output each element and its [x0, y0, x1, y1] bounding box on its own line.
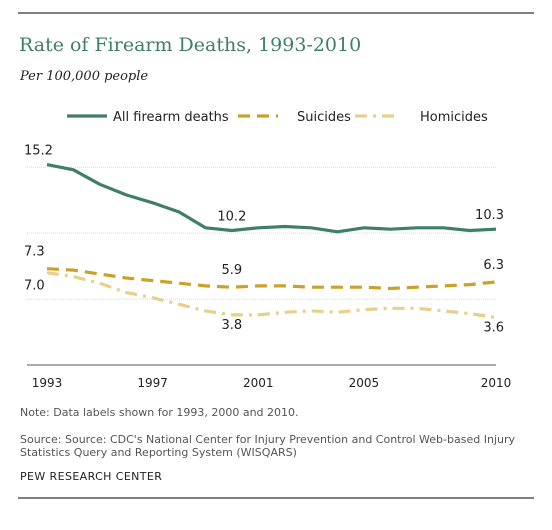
chart-credit: PEW RESEARCH CENTER [20, 470, 163, 483]
line-chart: All firearm deaths Suicides Homicides 15.2… [24, 110, 512, 390]
x-tick-label: 2005 [349, 376, 380, 390]
chart-data-labels: 15.2 10.2 10.3 7.3 5.9 6.3 7.0 3.8 3.6 [24, 144, 504, 336]
series-line-2 [46, 267, 497, 291]
top-rule [18, 12, 534, 14]
data-label: 15.2 [24, 144, 53, 159]
chart-gridlines [27, 166, 496, 300]
chart-title: Rate of Firearm Deaths, 1993-2010 [19, 34, 362, 56]
x-tick-label: 1993 [32, 376, 63, 390]
legend-label-1: All firearm deaths [113, 110, 229, 125]
data-label: 5.9 [222, 263, 243, 278]
chart-source: Source: Source: CDC's National Center fo… [20, 433, 515, 459]
x-tick-label: 1997 [137, 376, 168, 390]
chart-note: Note: Data labels shown for 1993, 2000 a… [20, 406, 299, 419]
legend-label-2: Suicides [297, 110, 351, 125]
x-axis: 1993 1997 2001 2005 2010 [27, 364, 512, 390]
series-line-3 [46, 271, 497, 320]
chart-legend: All firearm deaths Suicides Homicides [67, 110, 488, 125]
legend-label-3: Homicides [420, 110, 488, 125]
data-label: 3.8 [222, 318, 243, 333]
data-label: 6.3 [483, 258, 504, 273]
data-label: 7.0 [24, 279, 45, 294]
x-tick-label: 2010 [481, 376, 512, 390]
chart-series [46, 163, 497, 320]
data-label: 3.6 [483, 321, 504, 336]
chart-subtitle: Per 100,000 people [20, 69, 149, 84]
data-label: 10.3 [475, 208, 504, 223]
bottom-rule [18, 497, 534, 499]
data-label: 10.2 [217, 209, 246, 224]
x-tick-label: 2001 [243, 376, 274, 390]
data-label: 7.3 [24, 245, 45, 260]
series-line-1 [46, 163, 497, 234]
